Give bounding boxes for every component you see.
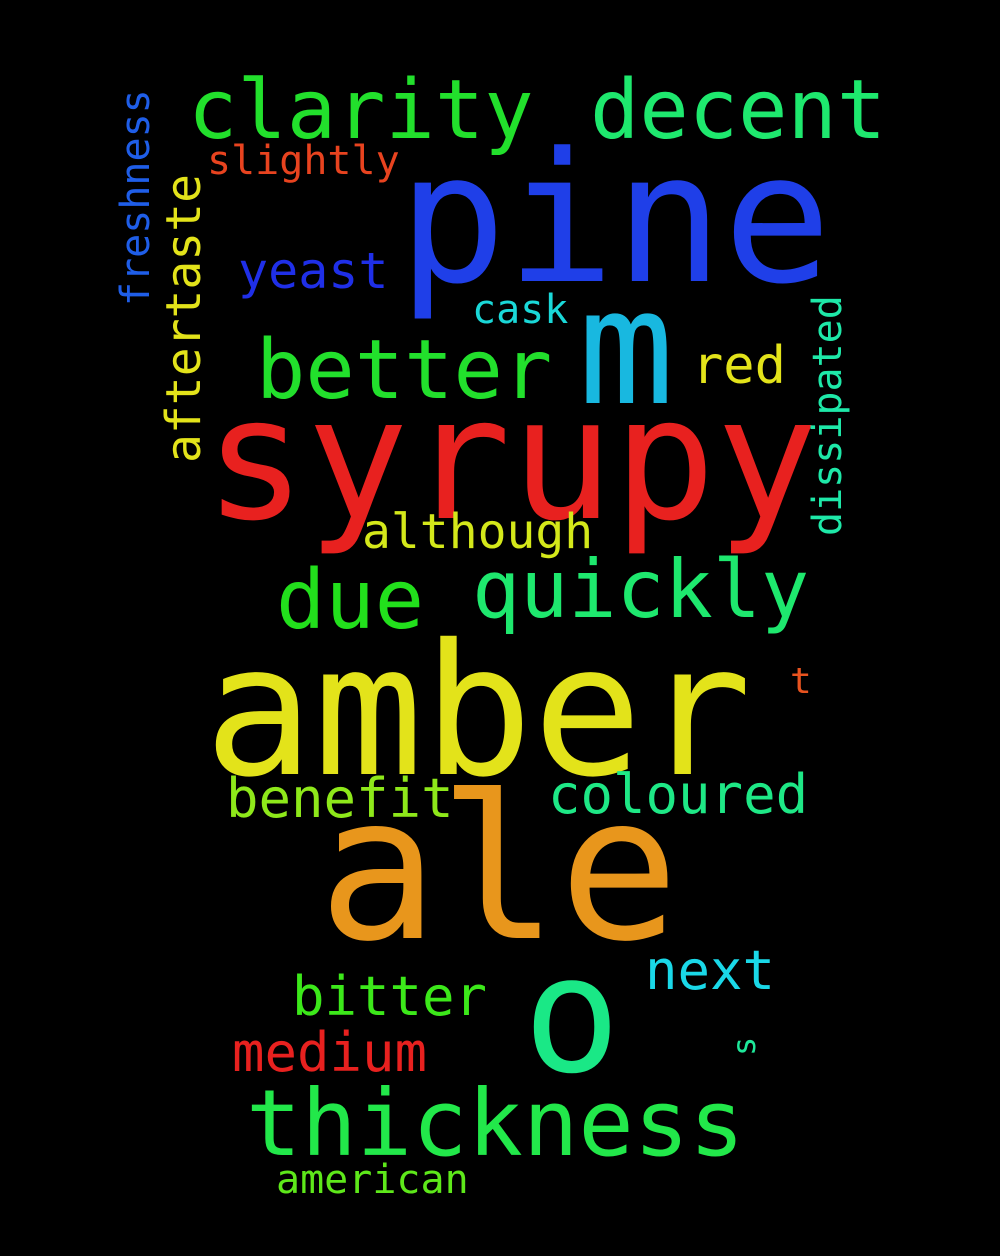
word-slightly: slightly (207, 138, 400, 184)
word-red: red (692, 336, 786, 396)
word-better: better (256, 323, 553, 418)
word-although: although (362, 504, 594, 560)
word-bitter: bitter (292, 965, 488, 1028)
word-benefit: benefit (226, 767, 454, 830)
word-american: american (276, 1157, 469, 1203)
word-medium: medium (232, 1021, 428, 1084)
word-freshness: freshness (113, 89, 159, 306)
word-s: s (725, 1036, 763, 1056)
word-amber: amber (204, 605, 752, 817)
word-yeast: yeast (238, 242, 389, 300)
word-cask: cask (472, 287, 569, 333)
word-t: t (790, 661, 812, 702)
word-ale: ale (318, 753, 680, 986)
word-thickness: thickness (246, 1070, 745, 1177)
word-aftertaste: aftertaste (156, 174, 212, 463)
word-m: m (578, 254, 675, 441)
word-dissipated: dissipated (805, 295, 851, 536)
word-pine: pine (398, 115, 832, 324)
word-clarity: clarity (188, 63, 534, 158)
word-quickly: quickly (472, 543, 810, 636)
word-coloured: coloured (548, 763, 809, 826)
word-decent: decent (590, 63, 887, 158)
word-syrupy: syrupy (204, 361, 819, 559)
word-next: next (645, 939, 776, 1002)
word-o: o (523, 922, 621, 1110)
word-due: due (276, 553, 425, 648)
